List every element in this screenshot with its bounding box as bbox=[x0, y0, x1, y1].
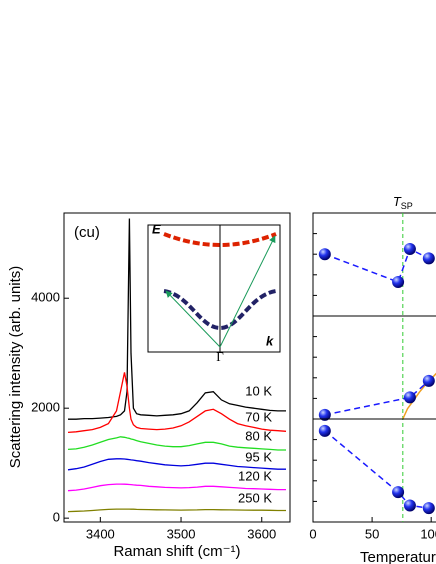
data-point bbox=[403, 243, 416, 256]
x-axis-label: Temperature bbox=[360, 549, 436, 564]
x-tick-label: 3400 bbox=[86, 526, 115, 541]
y-tick-label: 2000 bbox=[31, 400, 60, 415]
guide-line bbox=[324, 248, 430, 283]
gamma-label: Γ bbox=[216, 349, 224, 364]
x-tick-label: 3600 bbox=[247, 526, 276, 541]
panel-label: (cu) bbox=[74, 224, 100, 241]
transition-symbol: T bbox=[393, 194, 402, 209]
arrow bbox=[219, 235, 276, 348]
upper-band bbox=[163, 232, 277, 247]
series-label: 10 K bbox=[245, 383, 272, 398]
data-point bbox=[318, 408, 331, 421]
x-axis-label: Raman shift (cm⁻¹) bbox=[113, 543, 240, 560]
y-axis-label: Scattering intensity (arb. units) bbox=[7, 266, 24, 469]
y-tick-label: 4000 bbox=[31, 290, 60, 305]
guide-line bbox=[324, 380, 430, 416]
series-label: 80 K bbox=[245, 428, 272, 443]
series-label: 70 K bbox=[245, 409, 272, 424]
data-point bbox=[318, 424, 331, 437]
arrow bbox=[165, 290, 221, 348]
data-point bbox=[422, 252, 435, 265]
data-point bbox=[392, 486, 405, 499]
spectrum bbox=[67, 483, 286, 492]
inset: E k Γ bbox=[147, 221, 281, 364]
right-frame bbox=[312, 212, 436, 523]
x-tick-label: 0 bbox=[309, 526, 316, 541]
transition-label: TSP bbox=[393, 194, 413, 211]
x-tick-label: 3500 bbox=[167, 526, 196, 541]
series-label: 95 K bbox=[245, 449, 272, 464]
lower-band bbox=[163, 289, 277, 331]
x-tick-label: 50 bbox=[365, 526, 379, 541]
inset-frame bbox=[147, 224, 281, 353]
data-point bbox=[422, 374, 435, 387]
spectrum bbox=[67, 436, 286, 451]
data-point bbox=[403, 391, 416, 404]
series-label: 120 K bbox=[238, 468, 272, 483]
inset-y-label: E bbox=[152, 221, 161, 236]
series-label: 250 K bbox=[238, 490, 272, 505]
spectrum bbox=[67, 372, 287, 434]
y-tick-label: 0 bbox=[53, 510, 60, 525]
data-point bbox=[403, 499, 416, 512]
data-point bbox=[392, 276, 405, 289]
spectrum bbox=[67, 458, 286, 471]
x-tick-label: 100 bbox=[420, 526, 436, 541]
data-point bbox=[318, 248, 331, 261]
spectrum bbox=[68, 218, 286, 420]
left-frame bbox=[63, 212, 291, 523]
data-point bbox=[422, 502, 435, 515]
transition-subscript: SP bbox=[401, 201, 413, 211]
guide-line bbox=[324, 430, 429, 509]
spectrum bbox=[67, 508, 286, 513]
inset-x-label: k bbox=[266, 333, 274, 348]
